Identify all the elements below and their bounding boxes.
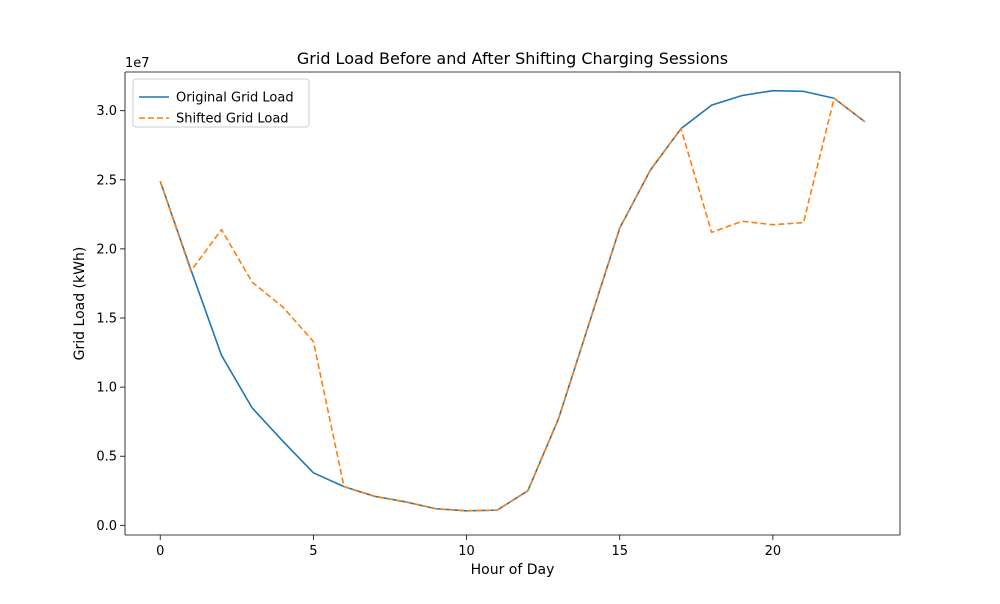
y-axis-scale-offset: 1e7 (125, 56, 150, 71)
y-tick-label: 0.5 (96, 450, 117, 465)
y-tick-label: 1.0 (96, 381, 117, 396)
y-tick-label: 2.5 (96, 173, 117, 188)
chart-title: Grid Load Before and After Shifting Char… (297, 49, 728, 68)
y-tick-label: 1.5 (96, 312, 117, 327)
legend-label-original-grid-load: Original Grid Load (176, 91, 294, 106)
y-axis-label: Grid Load (kWh) (72, 247, 88, 361)
plot-area (125, 72, 900, 535)
axes: 0 5 10 15 20 0.0 0.5 1.0 1.5 2.0 2.5 3.0 (96, 71, 901, 559)
y-tick-label: 3.0 (96, 104, 117, 119)
x-tick-label: 20 (765, 544, 782, 559)
legend: Original Grid Load Shifted Grid Load (132, 78, 310, 128)
legend-box (132, 78, 310, 128)
series-line-shifted-grid-load (159, 97, 866, 512)
series-lines (159, 89, 866, 512)
x-axis-label: Hour of Day (471, 562, 555, 578)
x-tick-label: 10 (458, 544, 475, 559)
plot-background (125, 72, 900, 535)
x-tick-label: 0 (156, 544, 164, 559)
x-tick-label: 15 (611, 544, 628, 559)
y-tick-label: 2.0 (96, 242, 117, 257)
legend-label-shifted-grid-load: Shifted Grid Load (176, 112, 289, 127)
y-tick-label: 0.0 (96, 519, 117, 534)
x-tick-label: 5 (309, 544, 317, 559)
